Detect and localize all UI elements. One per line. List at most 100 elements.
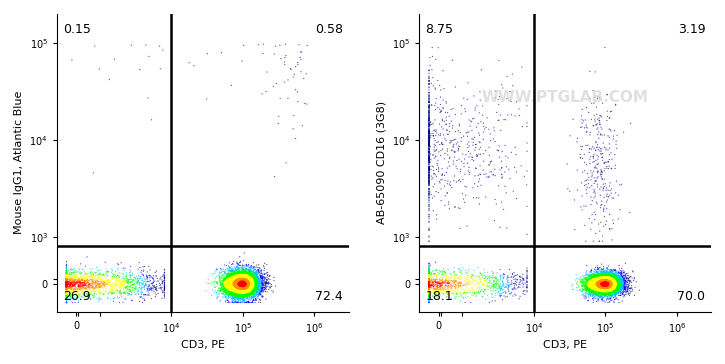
Point (458, 95, 470, 101)
Point (604, 270, 616, 276)
Point (598, 176, 610, 182)
Point (239, 294, 251, 300)
Point (61, 283, 72, 289)
Point (237, 285, 249, 291)
Point (603, 279, 615, 285)
Point (249, 286, 260, 292)
Point (239, 274, 251, 280)
Point (224, 278, 236, 284)
Point (233, 278, 245, 284)
Point (227, 268, 239, 273)
Point (589, 281, 600, 287)
Point (253, 267, 265, 273)
Point (423, 110, 435, 116)
Point (63, 273, 75, 279)
Point (228, 280, 240, 286)
Point (619, 276, 631, 282)
Point (423, 277, 435, 283)
Point (599, 287, 610, 293)
Point (223, 270, 234, 276)
Point (603, 278, 615, 284)
Point (434, 283, 445, 289)
Point (593, 285, 605, 291)
Point (450, 289, 461, 294)
Point (116, 282, 128, 288)
Point (235, 278, 247, 284)
Point (61, 275, 72, 281)
Point (423, 272, 435, 278)
Point (478, 129, 489, 135)
Point (592, 277, 603, 282)
Point (591, 276, 602, 282)
Point (423, 278, 435, 284)
Point (449, 274, 460, 280)
Point (232, 289, 244, 294)
Point (604, 286, 616, 292)
Point (219, 270, 231, 276)
Point (220, 268, 231, 274)
Point (610, 278, 622, 284)
Point (598, 274, 610, 280)
Point (602, 281, 614, 286)
Point (606, 276, 618, 281)
Point (488, 282, 500, 288)
Point (247, 294, 259, 300)
Point (423, 297, 435, 303)
Point (237, 285, 249, 291)
Point (228, 290, 239, 296)
Point (248, 290, 260, 296)
Point (61, 277, 72, 283)
Point (612, 277, 624, 282)
Point (601, 285, 613, 291)
Point (139, 296, 151, 302)
Point (61, 280, 72, 285)
Point (228, 298, 239, 304)
Point (229, 276, 241, 282)
Point (608, 283, 619, 289)
Point (423, 132, 435, 138)
Point (254, 279, 265, 285)
Point (606, 281, 618, 286)
Point (588, 278, 600, 284)
Point (123, 292, 135, 297)
Point (597, 279, 608, 285)
Point (239, 276, 251, 281)
Point (236, 282, 248, 288)
Point (587, 278, 598, 284)
Point (248, 268, 260, 274)
Point (517, 280, 529, 286)
Point (88, 279, 99, 285)
Point (242, 281, 254, 287)
Point (426, 272, 437, 277)
Point (61, 286, 72, 292)
Point (237, 268, 249, 274)
Point (258, 278, 270, 284)
Point (233, 270, 245, 276)
Point (233, 284, 244, 290)
Point (593, 280, 605, 285)
Point (609, 280, 621, 286)
Point (236, 296, 248, 302)
Point (229, 280, 241, 286)
Point (604, 281, 616, 287)
Point (615, 274, 626, 280)
Point (605, 274, 617, 280)
Point (510, 273, 522, 278)
Point (219, 276, 231, 282)
Point (225, 281, 237, 287)
Point (612, 280, 624, 285)
Point (599, 283, 610, 289)
Point (61, 287, 72, 293)
Point (603, 281, 615, 287)
Point (583, 276, 594, 282)
Point (61, 274, 72, 280)
Point (614, 285, 626, 291)
Point (423, 284, 435, 289)
Point (232, 281, 244, 287)
Point (231, 283, 242, 289)
Point (589, 265, 601, 270)
Point (252, 276, 264, 281)
Point (249, 284, 260, 289)
Point (252, 283, 264, 289)
Point (592, 273, 604, 279)
